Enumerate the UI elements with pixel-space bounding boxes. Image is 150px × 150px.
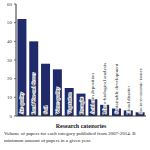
svg-text:Socio-economic issues: Socio-economic issues: [138, 68, 142, 114]
svg-text:40: 40: [8, 39, 13, 44]
html-text:minimum amount of papers in a: minimum amount of papers in a given year…: [4, 138, 92, 143]
svg-text:0: 0: [10, 114, 13, 119]
svg-text:30: 30: [8, 58, 13, 63]
svg-text:Land Use and Cover: Land Use and Cover: [31, 72, 36, 114]
svg-text:Micro-biological analysis: Micro-biological analysis: [102, 63, 107, 114]
svg-text:Sustainable development: Sustainable development: [114, 63, 119, 114]
svg-text:Drought: Drought: [79, 97, 84, 114]
svg-text:60: 60: [8, 2, 13, 7]
html-text:Volume of papers for each cate: Volume of papers for each category publi…: [4, 131, 136, 136]
svg-text:50: 50: [8, 20, 13, 25]
svg-text:Air quality: Air quality: [19, 92, 24, 114]
svg-text:Acid rain deposition: Acid rain deposition: [90, 73, 95, 114]
svg-text:Soil: Soil: [43, 105, 48, 114]
svg-text:Research categories: Research categories: [56, 123, 107, 128]
svg-text:20: 20: [8, 76, 13, 81]
svg-text:10: 10: [8, 95, 13, 100]
svg-text:Vegetation: Vegetation: [67, 92, 72, 114]
svg-text:Flood disaster: Flood disaster: [126, 85, 131, 114]
svg-text:Water quality: Water quality: [55, 87, 60, 114]
